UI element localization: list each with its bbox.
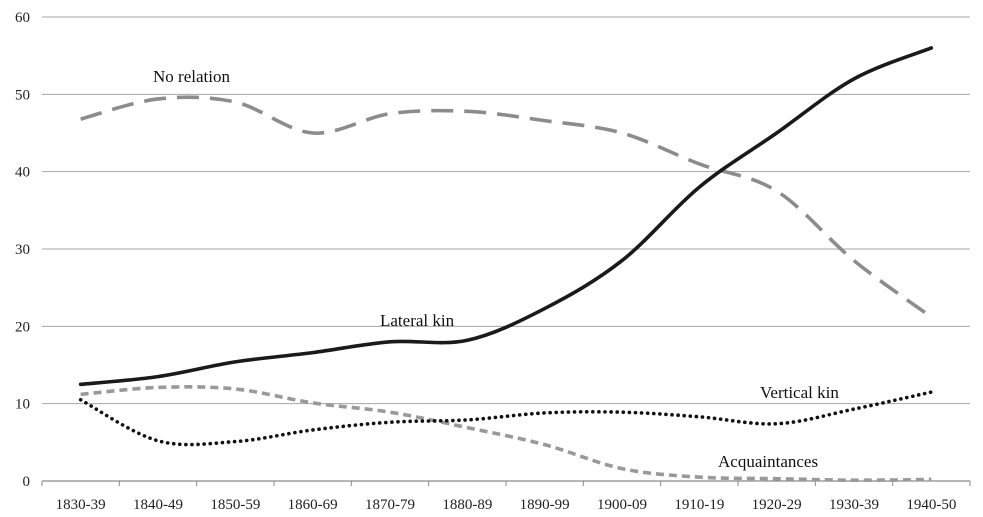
- label-layer: No relation Lateral kin Vertical kin Acquai…: [153, 67, 839, 471]
- y-tick-label: 0: [23, 474, 31, 490]
- x-tick-label: 1880-89: [442, 497, 492, 513]
- series-line-vertical-kin: [78, 390, 934, 447]
- x-tick-label: 1840-49: [133, 497, 183, 513]
- x-tick-label: 1910-19: [674, 497, 724, 513]
- series-line-acquaintances: [80, 385, 932, 483]
- y-tick-label: 40: [15, 165, 30, 181]
- series-line-no-relation: [80, 95, 933, 319]
- y-tick-label: 50: [15, 87, 30, 103]
- y-tick-label: 60: [15, 10, 30, 26]
- x-tick-label: 1890-99: [520, 497, 570, 513]
- series-line-lateral-kin: [78, 46, 934, 387]
- grid-layer: [42, 16, 970, 405]
- x-tick-label: 1850-59: [210, 497, 260, 513]
- y-tick-label: 10: [15, 397, 30, 413]
- axis-layer: 0 10 20 30 40 50 60 1830-39 1840-49 1850-59 1860-6…: [15, 10, 971, 513]
- y-tick-label: 20: [15, 319, 30, 335]
- series-label-no-relation: No relation: [153, 67, 230, 86]
- x-tick-label: 1870-79: [365, 497, 415, 513]
- x-tick-label: 1930-39: [829, 497, 879, 513]
- series-label-vertical-kin: Vertical kin: [760, 383, 839, 402]
- series-label-acquaintances: Acquaintances: [718, 452, 818, 471]
- x-tick-label: 1900-09: [597, 497, 647, 513]
- x-tick-label: 1860-69: [288, 497, 338, 513]
- x-tick-label: 1920-29: [752, 497, 802, 513]
- y-tick-label: 30: [15, 242, 30, 258]
- series-label-lateral-kin: Lateral kin: [380, 311, 455, 330]
- series-layer: [78, 46, 934, 483]
- x-tick-label: 1940-50: [906, 497, 956, 513]
- x-tick-label: 1830-39: [56, 497, 106, 513]
